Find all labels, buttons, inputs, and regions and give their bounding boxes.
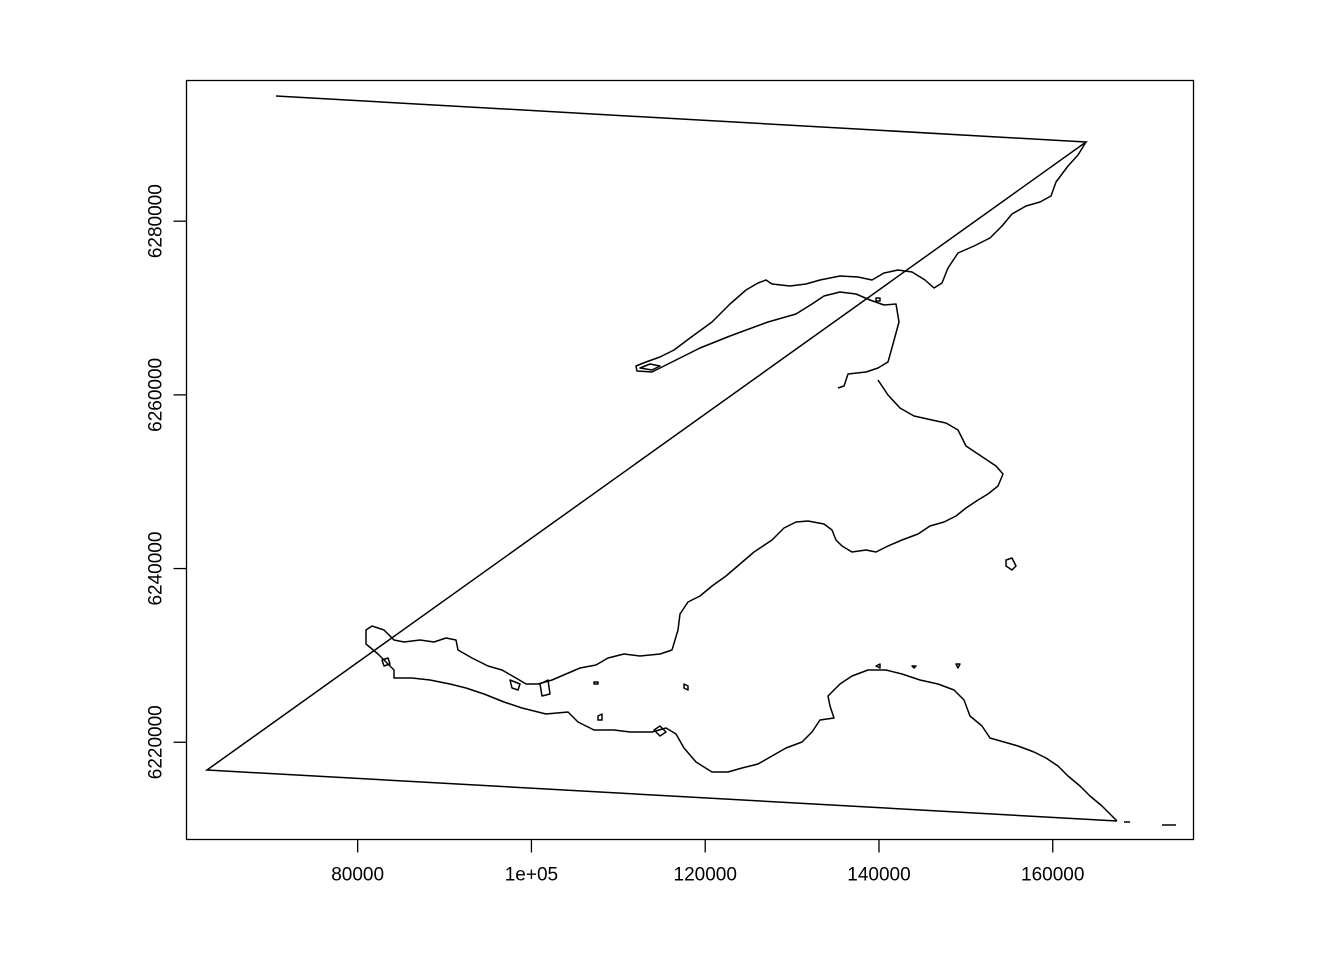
islet-10 [875,663,881,669]
islet-1 [1005,557,1017,571]
x-tick-label: 120000 [674,865,737,886]
plot-frame [185,79,1195,841]
islet-11 [955,663,961,669]
islet-6 [509,679,521,691]
islet-3 [683,683,689,691]
x-tick-label: 160000 [1021,865,1084,886]
islet-12 [911,665,917,669]
coastline-north [635,141,1087,389]
islet-8 [381,657,391,667]
x-tick-label: 140000 [847,865,910,886]
islet-4 [593,681,599,685]
islet-9 [875,297,881,302]
study-area-boundary [204,95,1118,822]
coastline-east [365,379,1118,822]
x-axis: 80000 1e+05 120000 140000 160000 [331,839,1084,886]
y-tick-label: 6240000 [146,532,167,606]
y-axis: 6220000 6240000 6260000 6280000 [146,184,187,779]
islet-7 [539,679,551,697]
y-tick-label: 6260000 [146,358,167,432]
islet-5 [653,725,667,737]
islet-2 [597,713,603,721]
boundary-polygon [204,95,1118,822]
x-tick-label: 1e+05 [505,865,558,886]
y-tick-label: 6220000 [146,705,167,779]
coastline-features [365,141,1176,826]
y-tick-label: 6280000 [146,184,167,258]
spit-inner [639,363,661,371]
x-tick-label: 80000 [331,865,384,886]
